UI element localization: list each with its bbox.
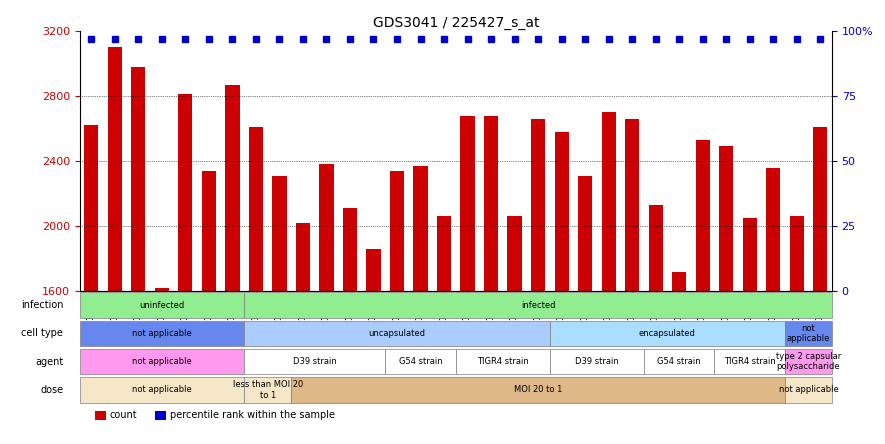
Text: G54 strain: G54 strain <box>658 357 701 366</box>
Text: infection: infection <box>20 300 63 310</box>
FancyBboxPatch shape <box>550 321 785 346</box>
FancyBboxPatch shape <box>785 349 832 374</box>
Bar <box>507 216 521 291</box>
FancyBboxPatch shape <box>80 377 244 403</box>
FancyBboxPatch shape <box>385 349 456 374</box>
Text: D39 strain: D39 strain <box>293 357 336 366</box>
Text: infected: infected <box>520 301 555 309</box>
Bar <box>413 166 427 291</box>
FancyBboxPatch shape <box>785 321 832 346</box>
Title: GDS3041 / 225427_s_at: GDS3041 / 225427_s_at <box>373 16 539 30</box>
Text: type 2 capsular
polysaccharide: type 2 capsular polysaccharide <box>776 352 841 371</box>
FancyBboxPatch shape <box>80 321 244 346</box>
Bar <box>649 205 663 291</box>
Bar <box>531 119 545 291</box>
Bar <box>131 67 145 291</box>
Text: not applicable: not applicable <box>779 385 838 394</box>
Text: not applicable: not applicable <box>132 329 192 338</box>
FancyBboxPatch shape <box>80 349 244 374</box>
FancyBboxPatch shape <box>244 293 832 318</box>
Bar <box>226 85 240 291</box>
Bar <box>484 115 498 291</box>
Bar <box>296 223 310 291</box>
Text: count: count <box>110 410 137 420</box>
Text: TIGR4 strain: TIGR4 strain <box>477 357 528 366</box>
Text: D39 strain: D39 strain <box>575 357 619 366</box>
Bar <box>273 176 287 291</box>
Bar <box>602 112 616 291</box>
Text: agent: agent <box>35 357 63 367</box>
Bar <box>437 216 451 291</box>
Bar <box>155 411 166 420</box>
Text: G54 strain: G54 strain <box>399 357 442 366</box>
FancyBboxPatch shape <box>244 377 291 403</box>
Text: TIGR4 strain: TIGR4 strain <box>724 357 775 366</box>
FancyBboxPatch shape <box>456 349 550 374</box>
FancyBboxPatch shape <box>550 349 644 374</box>
Text: encapsulated: encapsulated <box>639 329 696 338</box>
Text: uncapsulated: uncapsulated <box>368 329 426 338</box>
Bar <box>390 171 404 291</box>
FancyBboxPatch shape <box>244 349 385 374</box>
Bar <box>672 272 686 291</box>
Text: dose: dose <box>40 385 63 395</box>
Bar <box>813 127 827 291</box>
FancyBboxPatch shape <box>644 349 714 374</box>
Bar <box>343 208 357 291</box>
Bar <box>743 218 757 291</box>
Bar <box>249 127 263 291</box>
Text: less than MOI 20
to 1: less than MOI 20 to 1 <box>233 380 303 400</box>
Bar <box>789 216 804 291</box>
Bar <box>366 249 381 291</box>
Text: not applicable: not applicable <box>132 385 192 394</box>
Text: cell type: cell type <box>21 329 63 338</box>
Bar <box>202 171 216 291</box>
Text: not applicable: not applicable <box>132 357 192 366</box>
Bar <box>319 164 334 291</box>
Text: not
applicable: not applicable <box>787 324 830 343</box>
FancyBboxPatch shape <box>714 349 785 374</box>
Bar <box>719 147 733 291</box>
Text: percentile rank within the sample: percentile rank within the sample <box>170 410 335 420</box>
Bar <box>555 132 569 291</box>
Bar <box>578 176 592 291</box>
Text: uninfected: uninfected <box>139 301 185 309</box>
FancyBboxPatch shape <box>80 293 244 318</box>
Bar <box>625 119 639 291</box>
Bar <box>766 167 781 291</box>
Bar <box>155 288 169 291</box>
Bar <box>179 95 193 291</box>
FancyBboxPatch shape <box>244 321 550 346</box>
FancyBboxPatch shape <box>291 377 785 403</box>
Bar <box>460 115 474 291</box>
Bar <box>84 125 98 291</box>
FancyBboxPatch shape <box>785 377 832 403</box>
Text: MOI 20 to 1: MOI 20 to 1 <box>514 385 562 394</box>
Bar <box>95 411 106 420</box>
Bar <box>696 140 710 291</box>
Bar <box>108 48 122 291</box>
